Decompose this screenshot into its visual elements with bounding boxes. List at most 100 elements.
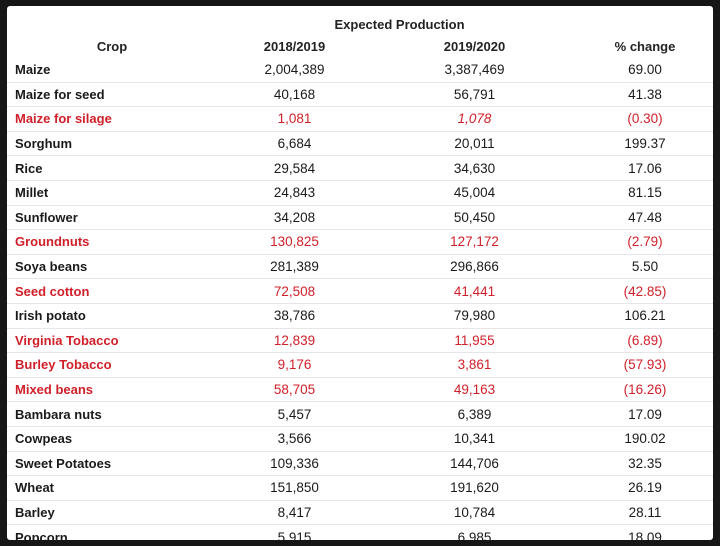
crop-cell: Burley Tobacco: [7, 352, 217, 378]
column-header-percent-change: % change: [614, 38, 676, 54]
table-row: Irish potato 38,786 79,980 106.21: [7, 303, 713, 329]
table-row: Maize for seed 40,168 56,791 41.38: [7, 82, 713, 108]
percent-change-cell: 190.02: [577, 426, 713, 452]
percent-change-cell: 28.11: [577, 500, 713, 526]
percent-change-cell: 41.38: [577, 82, 713, 108]
value-2018-2019-cell: 5,457: [217, 401, 372, 427]
crop-cell: Sorghum: [7, 131, 217, 157]
value-2019-2020-cell: 10,784: [372, 500, 577, 526]
table-row: Burley Tobacco 9,176 3,861 (57.93): [7, 352, 713, 378]
table-row: Sweet Potatoes 109,336 144,706 32.35: [7, 451, 713, 477]
crop-cell: Sweet Potatoes: [7, 451, 217, 477]
value-2018-2019-cell: 29,584: [217, 155, 372, 181]
value-2019-2020-cell: 3,861: [372, 352, 577, 378]
percent-change-cell: 106.21: [577, 303, 713, 329]
crop-cell: Cowpeas: [7, 426, 217, 452]
value-2018-2019-cell: 5,915: [217, 524, 372, 540]
column-header-crop: Crop: [96, 38, 128, 54]
table-row: Maize for silage 1,081 1,078 (0.30): [7, 106, 713, 132]
value-2018-2019-cell: 38,786: [217, 303, 372, 329]
crop-cell: Irish potato: [7, 303, 217, 329]
percent-change-cell: (42.85): [577, 278, 713, 304]
table-row: Maize 2,004,389 3,387,469 69.00: [7, 58, 713, 83]
percent-change-cell: (6.89): [577, 328, 713, 354]
value-2018-2019-cell: 34,208: [217, 205, 372, 231]
column-header-row: Crop 2018/2019 2019/2020 % change: [7, 34, 713, 58]
value-2018-2019-cell: 1,081: [217, 106, 372, 132]
value-2019-2020-cell: 6,985: [372, 524, 577, 540]
value-2018-2019-cell: 72,508: [217, 278, 372, 304]
percent-change-cell: (0.30): [577, 106, 713, 132]
value-2019-2020-cell: 79,980: [372, 303, 577, 329]
table-row: Popcorn 5,915 6,985 18.09: [7, 524, 713, 540]
percent-change-cell: 69.00: [577, 58, 713, 83]
percent-change-cell: 47.48: [577, 205, 713, 231]
value-2019-2020-cell: 41,441: [372, 278, 577, 304]
group-header-expected-production: Expected Production: [334, 17, 465, 32]
percent-change-cell: 199.37: [577, 131, 713, 157]
value-2018-2019-cell: 9,176: [217, 352, 372, 378]
percent-change-cell: (57.93): [577, 352, 713, 378]
value-2019-2020-cell: 144,706: [372, 451, 577, 477]
table-row: Soya beans 281,389 296,866 5.50: [7, 254, 713, 280]
table-row: Millet 24,843 45,004 81.15: [7, 180, 713, 206]
value-2018-2019-cell: 3,566: [217, 426, 372, 452]
crop-cell: Sunflower: [7, 205, 217, 231]
crop-cell: Seed cotton: [7, 278, 217, 304]
value-2019-2020-cell: 45,004: [372, 180, 577, 206]
table-row: Sorghum 6,684 20,011 199.37: [7, 131, 713, 157]
table-row: Rice 29,584 34,630 17.06: [7, 155, 713, 181]
value-2018-2019-cell: 130,825: [217, 229, 372, 255]
value-2019-2020-cell: 50,450: [372, 205, 577, 231]
table-row: Groundnuts 130,825 127,172 (2.79): [7, 229, 713, 255]
table-row: Sunflower 34,208 50,450 47.48: [7, 205, 713, 231]
value-2018-2019-cell: 151,850: [217, 475, 372, 501]
crop-cell: Groundnuts: [7, 229, 217, 255]
percent-change-cell: 32.35: [577, 451, 713, 477]
production-table-sheet: Expected Production Crop 2018/2019 2019/…: [7, 6, 713, 540]
value-2019-2020-cell: 11,955: [372, 328, 577, 354]
table-row: Cowpeas 3,566 10,341 190.02: [7, 426, 713, 452]
value-2018-2019-cell: 6,684: [217, 131, 372, 157]
table-body: Maize 2,004,389 3,387,469 69.00 Maize for se…: [7, 58, 713, 540]
percent-change-cell: (16.26): [577, 377, 713, 403]
table-row: Barley 8,417 10,784 28.11: [7, 500, 713, 526]
percent-change-cell: 18.09: [577, 524, 713, 540]
crop-cell: Mixed beans: [7, 377, 217, 403]
column-header-2018-2019: 2018/2019: [263, 38, 326, 54]
crop-cell: Maize for seed: [7, 82, 217, 108]
value-2019-2020-cell: 56,791: [372, 82, 577, 108]
crop-cell: Wheat: [7, 475, 217, 501]
table-row: Mixed beans 58,705 49,163 (16.26): [7, 377, 713, 403]
value-2018-2019-cell: 40,168: [217, 82, 372, 108]
value-2018-2019-cell: 8,417: [217, 500, 372, 526]
value-2019-2020-cell: 1,078: [372, 106, 577, 132]
value-2019-2020-cell: 296,866: [372, 254, 577, 280]
value-2018-2019-cell: 2,004,389: [217, 58, 372, 83]
value-2019-2020-cell: 49,163: [372, 377, 577, 403]
value-2019-2020-cell: 3,387,469: [372, 58, 577, 83]
value-2019-2020-cell: 34,630: [372, 155, 577, 181]
table-row: Seed cotton 72,508 41,441 (42.85): [7, 278, 713, 304]
table-row: Bambara nuts 5,457 6,389 17.09: [7, 401, 713, 427]
value-2018-2019-cell: 109,336: [217, 451, 372, 477]
percent-change-cell: 17.06: [577, 155, 713, 181]
crop-cell: Virginia Tobacco: [7, 328, 217, 354]
percent-change-cell: 5.50: [577, 254, 713, 280]
percent-change-cell: (2.79): [577, 229, 713, 255]
value-2019-2020-cell: 20,011: [372, 131, 577, 157]
percent-change-cell: 26.19: [577, 475, 713, 501]
value-2019-2020-cell: 127,172: [372, 229, 577, 255]
percent-change-cell: 81.15: [577, 180, 713, 206]
production-table: Crop 2018/2019 2019/2020 % change Maize 2…: [7, 34, 713, 540]
crop-cell: Maize: [7, 58, 217, 83]
crop-cell: Millet: [7, 180, 217, 206]
crop-cell: Maize for silage: [7, 106, 217, 132]
value-2018-2019-cell: 12,839: [217, 328, 372, 354]
crop-cell: Soya beans: [7, 254, 217, 280]
column-header-2019-2020: 2019/2020: [443, 38, 506, 54]
table-row: Wheat 151,850 191,620 26.19: [7, 475, 713, 501]
crop-cell: Barley: [7, 500, 217, 526]
value-2019-2020-cell: 6,389: [372, 401, 577, 427]
percent-change-cell: 17.09: [577, 401, 713, 427]
